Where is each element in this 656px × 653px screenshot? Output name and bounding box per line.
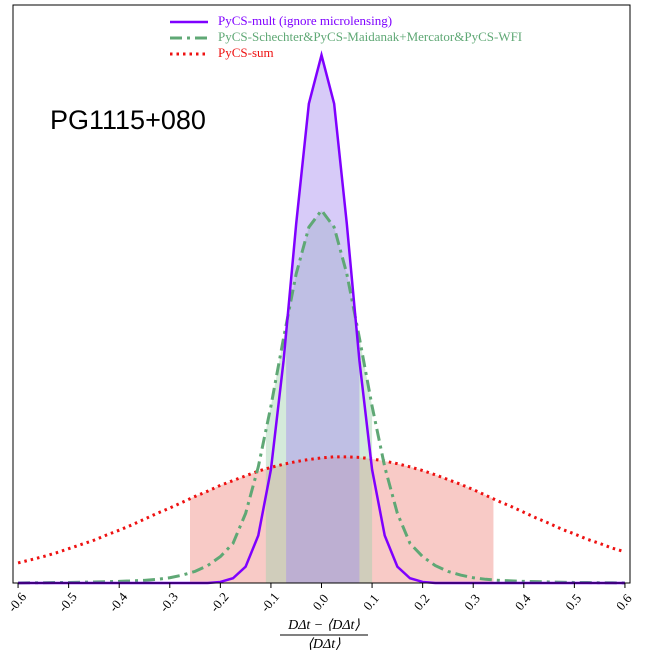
x-tick-label: -0.4 xyxy=(106,589,131,615)
series-line xyxy=(18,207,625,585)
series-line xyxy=(17,455,626,565)
x-tick-label: 0.2 xyxy=(411,591,433,613)
legend-label: PyCS-Schechter&PyCS-Maidanak+Mercator&Py… xyxy=(218,29,522,44)
x-label-numerator: DΔt − ⟨DΔt⟩ xyxy=(287,618,360,633)
x-tick-label: 0.3 xyxy=(461,591,483,613)
x-tick-label: -0.5 xyxy=(55,589,80,614)
x-tick-label: 0.4 xyxy=(512,591,534,613)
x-tick-label: 0.1 xyxy=(360,591,382,613)
x-tick-label: 0.0 xyxy=(309,591,331,613)
interval-band xyxy=(286,55,360,583)
x-tick-label: -0.1 xyxy=(257,589,282,614)
x-tick-label: -0.2 xyxy=(207,589,232,614)
legend-label: PyCS-sum xyxy=(218,45,274,60)
x-tick-label: 0.5 xyxy=(562,591,584,613)
x-tick-label: -0.3 xyxy=(156,589,181,614)
x-tick-label: -0.6 xyxy=(5,589,30,615)
x-label-denominator: ⟨DΔt⟩ xyxy=(307,637,341,652)
interval-band xyxy=(265,210,373,584)
legend-label: PyCS-mult (ignore microlensing) xyxy=(218,13,392,28)
annotation: PG1115+080 xyxy=(50,105,206,135)
x-tick-label: 0.6 xyxy=(613,591,635,613)
